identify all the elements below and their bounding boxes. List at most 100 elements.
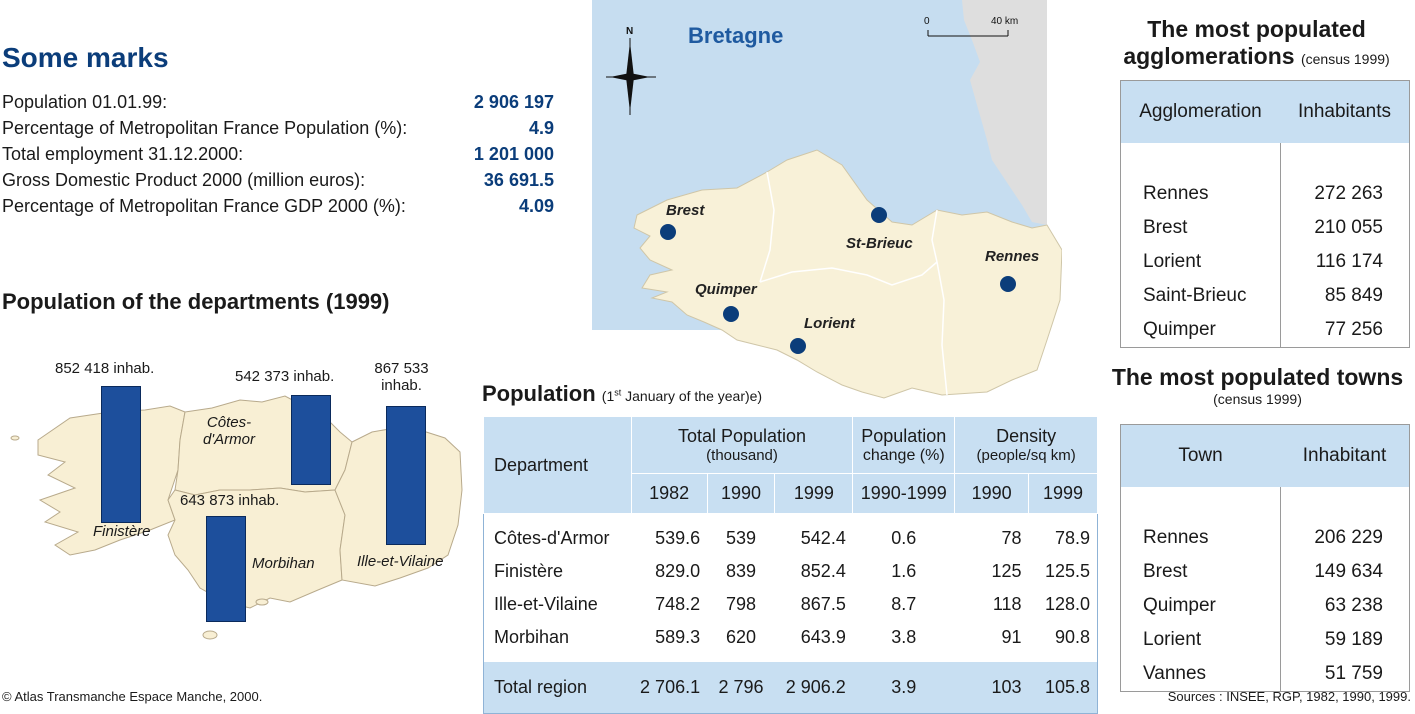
- table-row: Brest 210 055: [1121, 211, 1410, 245]
- cell-department: Total region: [483, 661, 632, 714]
- mark-row-population-pct: Percentage of Metropolitan France Popula…: [2, 118, 554, 139]
- bretagne-map: N 0 40 km Bretagne Brest St-Brieuc Quimp…: [592, 0, 1062, 399]
- agglomerations-census: (census 1999): [1300, 51, 1390, 67]
- copyright-note: © Atlas Transmanche Espace Manche, 2000.: [2, 689, 263, 704]
- population-table: Department Total Population (thousand) Po…: [483, 416, 1098, 714]
- city-dot-rennes: [1000, 276, 1016, 292]
- header-department: Department: [483, 416, 632, 514]
- city-dot-lorient: [790, 338, 806, 354]
- cell: 78.9: [1054, 527, 1090, 548]
- table-row-total: Total region 2 706.1 2 796 2 906.2 3.9 1…: [483, 661, 1098, 714]
- table-row: Ille-et-Vilaine 748.2 798 867.5 8.7 118 …: [484, 588, 1098, 621]
- cell-name: Brest: [1143, 561, 1188, 582]
- city-label-lorient: Lorient: [804, 315, 856, 332]
- cell: 2 906.2: [774, 661, 853, 714]
- dept-name-finistere: Finistère: [93, 523, 151, 540]
- city-dot-quimper: [723, 306, 739, 322]
- cell: 839: [726, 560, 757, 581]
- cell: 78: [1001, 527, 1022, 548]
- cell-department: Finistère: [494, 560, 564, 581]
- agglomerations-title-line1: The most populated: [1147, 16, 1366, 42]
- cell: 539: [726, 527, 757, 548]
- table-row: Rennes 206 229: [1121, 521, 1410, 555]
- city-label-st-brieuc: St-Brieuc: [846, 235, 913, 252]
- cell-value: 51 759: [1279, 657, 1410, 692]
- agglomerations-title: The most populated agglomerations (censu…: [1104, 16, 1409, 70]
- dept-name-cotes-armor: Côtes-d'Armor: [202, 414, 256, 448]
- mark-value: 1 201 000: [473, 144, 554, 164]
- table-row: Quimper 77 256: [1121, 313, 1410, 348]
- header-total-population: Total Population (thousand): [630, 416, 854, 474]
- cell: 589.3: [655, 626, 701, 647]
- bar-morbihan: [206, 516, 246, 622]
- cell-value: 77 256: [1279, 313, 1410, 348]
- mark-row-gdp: Gross Domestic Product 2000 (million eur…: [2, 170, 554, 191]
- city-label-brest: Brest: [666, 202, 705, 219]
- neighbor-land: [962, 0, 1047, 225]
- table-row: Finistère 829.0 839 852.4 1.6 125 125.5: [484, 555, 1098, 588]
- cell-value: 210 055: [1279, 211, 1410, 245]
- mark-label: Percentage of Metropolitan France Popula…: [2, 118, 408, 138]
- cell: 128.0: [1044, 593, 1090, 614]
- bar-label-ille-vilaine: 867 533 inhab.: [364, 360, 439, 394]
- dept-name-morbihan: Morbihan: [252, 555, 315, 572]
- city-label-quimper: Quimper: [695, 281, 758, 298]
- table-row: Morbihan 589.3 620 643.9 3.8 91 90.8: [484, 621, 1098, 654]
- header-town: Town: [1120, 424, 1280, 487]
- header-density-unit: (people/sq km): [976, 447, 1076, 464]
- cell-department: Ille-et-Vilaine: [494, 593, 598, 614]
- header-total-pop-unit: (thousand): [706, 447, 778, 464]
- bar-cotes-armor: [291, 395, 331, 485]
- towns-table: Town Inhabitant Rennes 206 229 Brest 149 6…: [1120, 424, 1410, 692]
- cell: 125.5: [1044, 560, 1090, 581]
- cell: 118: [992, 593, 1022, 614]
- cell: 867.5: [800, 593, 846, 614]
- cell-name: Quimper: [1143, 319, 1216, 340]
- cell-value: 85 849: [1279, 279, 1410, 313]
- header-year: 1990-1999: [852, 473, 956, 514]
- cell: 2 796: [707, 661, 775, 714]
- cell: 91: [1001, 626, 1022, 647]
- cell: 125: [991, 560, 1022, 581]
- bar-finistere: [101, 386, 141, 523]
- marks-title: Some marks: [2, 42, 169, 73]
- header-population-change: Population change (%): [852, 416, 956, 474]
- cell: 852.4: [800, 560, 846, 581]
- cell: 542.4: [800, 527, 846, 548]
- cell-name: Brest: [1143, 217, 1188, 238]
- table-row: Lorient 59 189: [1121, 623, 1410, 657]
- cell: 620: [726, 626, 757, 647]
- table-row: Lorient 116 174: [1121, 245, 1410, 279]
- dept-name-ille-vilaine: Ille-et-Vilaine: [357, 553, 444, 570]
- cell: 798: [726, 593, 757, 614]
- sources-note: Sources : INSEE, RGP, 1982, 1990, 1999.: [1167, 689, 1411, 704]
- scale-end: 40 km: [991, 16, 1018, 27]
- subtitle-sup: st: [614, 387, 622, 398]
- header-year: 1999: [774, 473, 854, 514]
- mark-value: 36 691.5: [483, 170, 554, 190]
- towns-title-text: The most populated towns: [1111, 364, 1404, 390]
- table-row: Côtes-d'Armor 539.6 539 542.4 0.6 78 78.…: [484, 522, 1098, 555]
- header-inhabitants: Inhabitants: [1280, 80, 1410, 143]
- mark-row-population: Population 01.01.99: 2 906 197: [2, 92, 554, 113]
- header-pop-change-label: Population: [861, 425, 947, 446]
- header-year: 1990: [706, 473, 776, 514]
- mark-value: 2 906 197: [473, 92, 554, 112]
- city-label-rennes: Rennes: [985, 248, 1039, 265]
- cell-value: 116 174: [1279, 245, 1410, 279]
- bar-ille-vilaine: [386, 406, 426, 545]
- header-year: 1990: [954, 473, 1030, 514]
- header-year: 1999: [1028, 473, 1098, 514]
- mark-value: 4.09: [518, 196, 554, 216]
- cell: 643.9: [800, 626, 846, 647]
- cell: 90.8: [1054, 626, 1090, 647]
- cell: 829.0: [655, 560, 701, 581]
- cell-name: Rennes: [1143, 183, 1209, 204]
- table-row: Brest 149 634: [1121, 555, 1410, 589]
- scale-start: 0: [924, 16, 930, 27]
- header-agglomeration: Agglomeration: [1120, 80, 1280, 143]
- population-table-title: Population (1st January of the year)e): [482, 381, 762, 407]
- agglomerations-title-line2: agglomerations: [1123, 43, 1295, 69]
- header-year: 1982: [630, 473, 708, 514]
- table-row: Quimper 63 238: [1121, 589, 1410, 623]
